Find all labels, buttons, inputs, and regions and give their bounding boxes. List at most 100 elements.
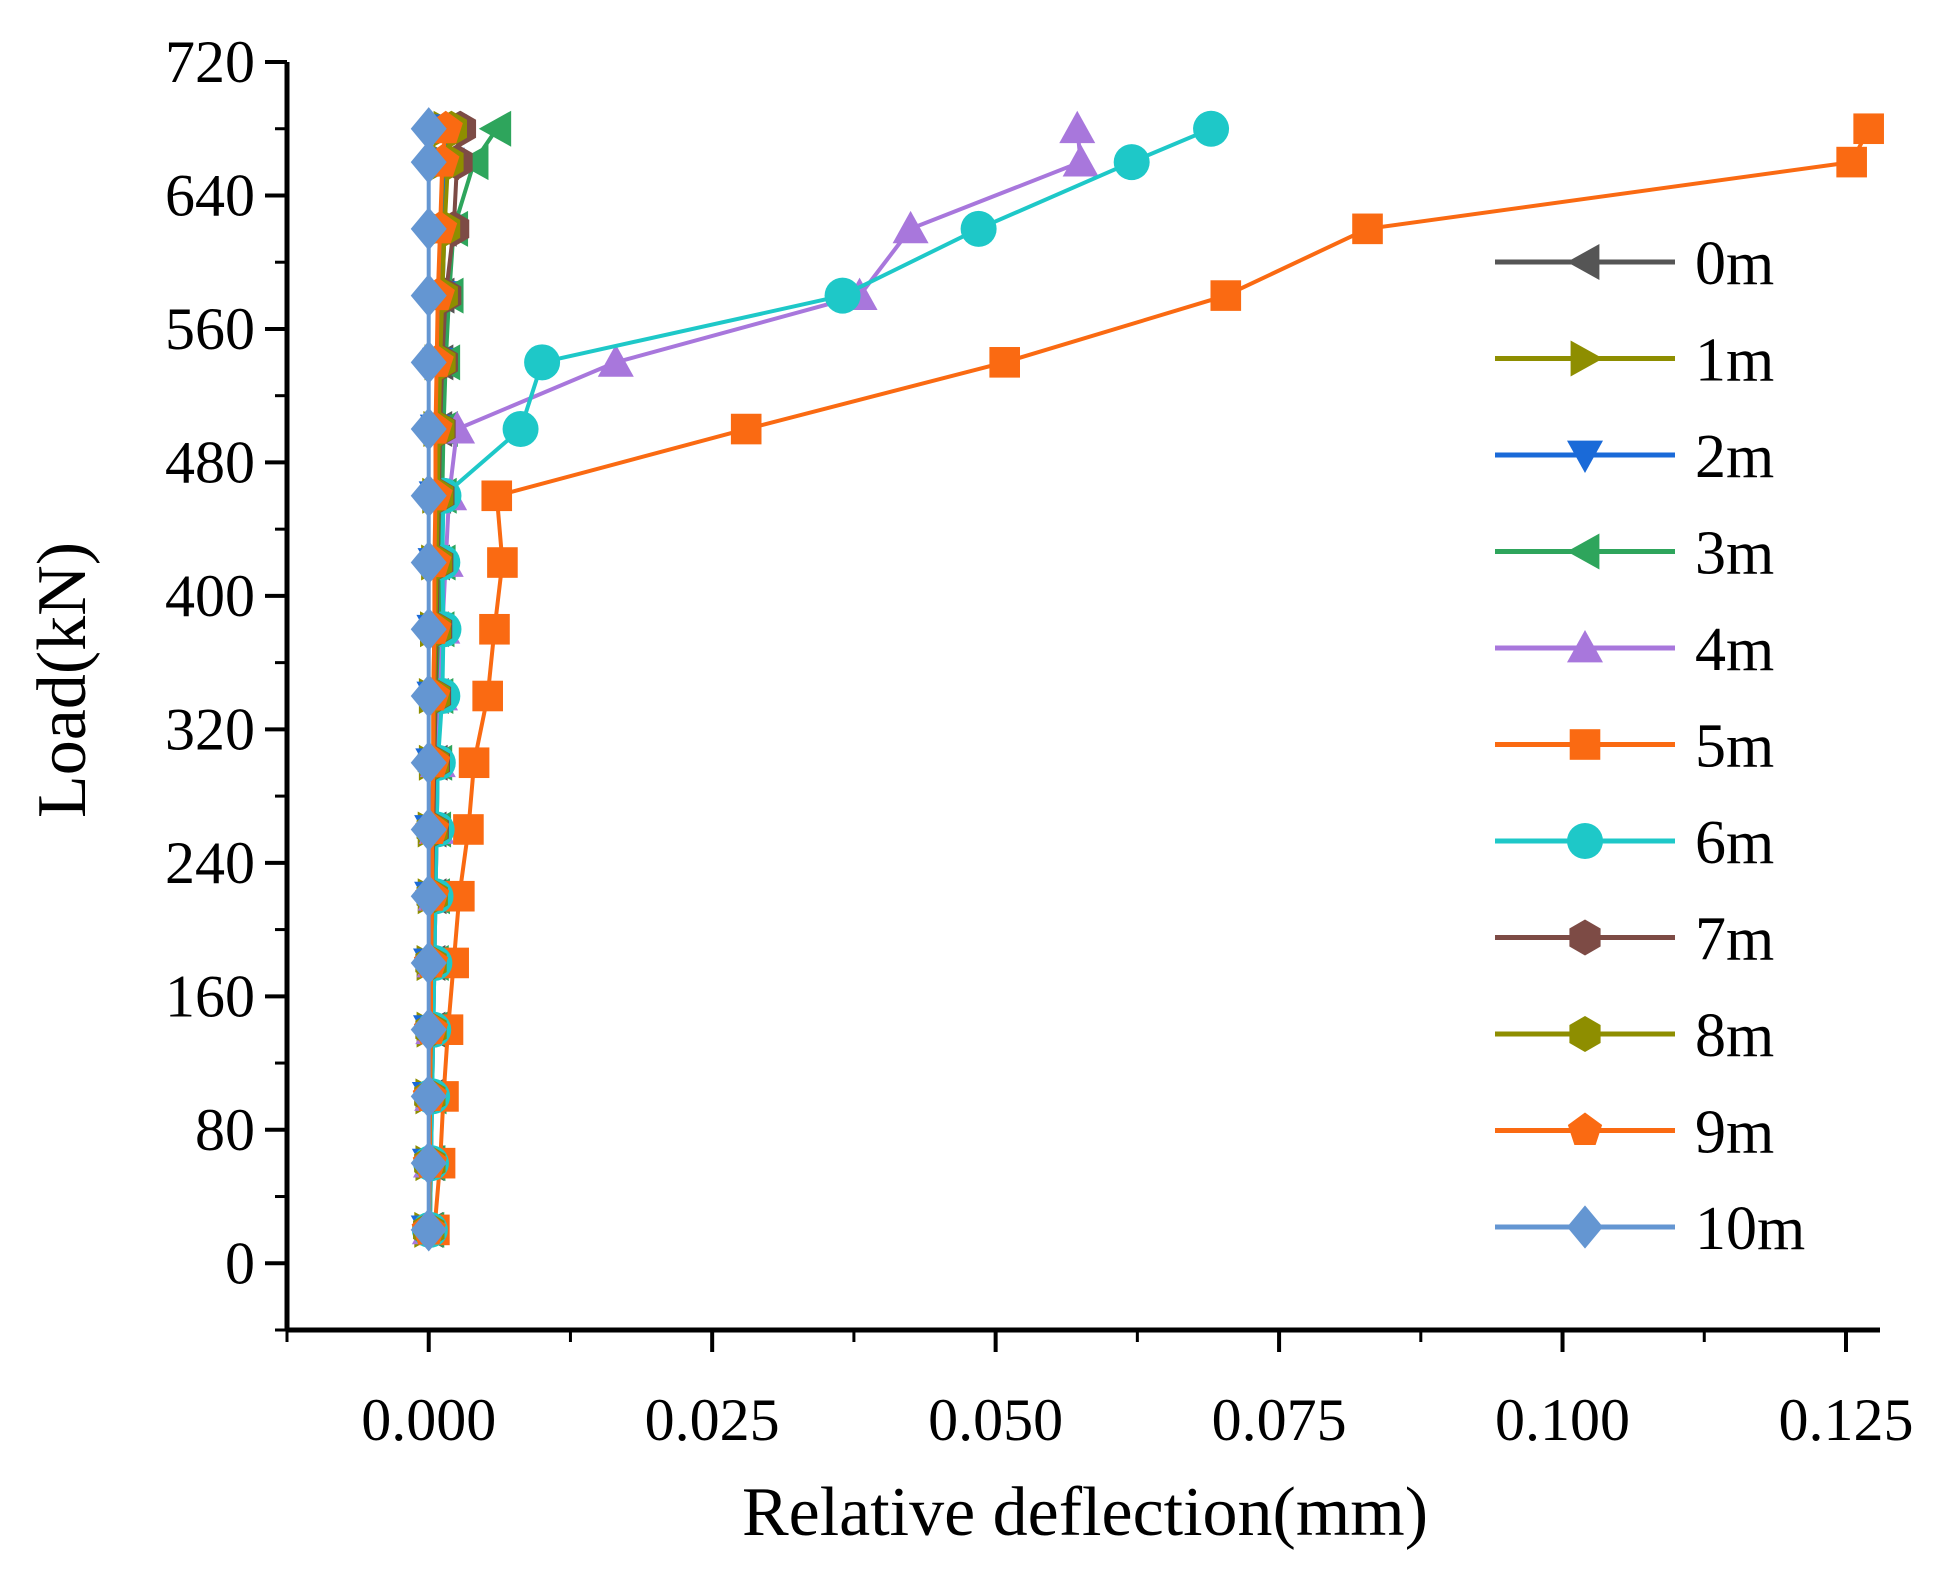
data-point [1567, 1112, 1603, 1146]
data-point [453, 814, 484, 845]
data-point [597, 344, 634, 377]
x-tick-label: 0.025 [645, 1387, 780, 1453]
data-point [487, 547, 518, 578]
series-4m [411, 110, 1099, 1245]
legend-item-1m: 1m [1495, 327, 1774, 395]
data-point [1569, 729, 1601, 760]
data-point [410, 1074, 447, 1119]
data-point [1113, 144, 1150, 181]
data-point [502, 411, 539, 448]
y-tick-label: 480 [165, 429, 255, 495]
series-10m [410, 107, 447, 1252]
legend: 0m 1m 2m 3m 4m 5m 6m 7m 8m 9m 10m [1495, 230, 1805, 1263]
legend-label: 8m [1695, 1002, 1774, 1070]
data-point [1569, 1016, 1601, 1052]
data-point [410, 474, 447, 518]
axes: 0 80 160 240 320 400 480 560 640 720 0.000 0.025 0.0… [165, 29, 1913, 1453]
data-point [1567, 244, 1600, 280]
y-tick-label: 560 [165, 296, 255, 362]
legend-item-2m: 2m [1495, 423, 1774, 491]
data-point [1059, 110, 1096, 144]
data-point [892, 210, 929, 244]
data-point [410, 674, 447, 718]
data-point [478, 110, 512, 147]
legend-label: 1m [1695, 327, 1774, 395]
legend-label: 7m [1695, 906, 1774, 974]
legend-item-7m: 7m [1495, 906, 1774, 974]
data-point [1567, 440, 1603, 473]
series-line [427, 128, 1083, 1230]
data-point [410, 207, 447, 251]
data-point [1062, 144, 1099, 177]
data-point [410, 273, 447, 318]
y-tick-label: 240 [165, 830, 255, 896]
data-point [410, 607, 447, 651]
legend-item-10m: 10m [1495, 1195, 1805, 1263]
data-point [1193, 110, 1230, 147]
legend-label: 6m [1695, 809, 1774, 877]
legend-item-4m: 4m [1495, 616, 1774, 684]
legend-item-6m: 6m [1495, 809, 1774, 877]
data-point [524, 344, 561, 381]
y-tick-label: 0 [225, 1230, 255, 1296]
y-axis-title: Load(kN) [24, 542, 101, 818]
legend-item-9m: 9m [1495, 1099, 1774, 1167]
x-tick-label: 0.050 [928, 1387, 1063, 1453]
data-point [824, 277, 861, 314]
x-tick-label: 0.075 [1212, 1387, 1347, 1453]
data-point [1836, 146, 1867, 178]
x-tick-label: 0.125 [1778, 1387, 1913, 1453]
data-point [410, 340, 447, 384]
data-point [1567, 630, 1603, 663]
data-point [410, 807, 447, 852]
data-point [410, 540, 447, 585]
data-point [1567, 533, 1600, 570]
y-tick-label: 160 [165, 963, 255, 1029]
data-point [1210, 280, 1242, 311]
legend-label: 9m [1695, 1099, 1774, 1167]
data-point [410, 407, 447, 451]
series-line [432, 127, 1871, 1231]
legend-label: 2m [1695, 423, 1774, 491]
legend-item-0m: 0m [1495, 230, 1774, 298]
data-point [481, 480, 513, 512]
series-5m [419, 113, 1884, 1246]
x-axis-title: Relative deflection(mm) [742, 1474, 1428, 1551]
y-tick-label: 320 [165, 696, 255, 762]
y-tick-label: 720 [165, 29, 255, 95]
data-point [1567, 1205, 1603, 1249]
series-6m [411, 110, 1230, 1248]
y-tick-label: 80 [195, 1097, 255, 1163]
legend-label: 0m [1695, 230, 1774, 298]
data-point [410, 941, 447, 985]
data-point [1352, 213, 1383, 245]
data-point [960, 210, 997, 247]
series-line [427, 126, 1212, 1230]
legend-label: 5m [1695, 713, 1774, 781]
data-point [410, 107, 447, 151]
data-point [410, 1008, 447, 1052]
data-point [410, 874, 447, 918]
data-point [410, 1141, 447, 1185]
data-point [410, 1208, 447, 1252]
legend-label: 3m [1695, 520, 1774, 588]
data-point [1570, 340, 1603, 377]
data-point [472, 680, 503, 712]
legend-item-8m: 8m [1495, 1002, 1774, 1070]
x-tick-label: 0.000 [361, 1387, 496, 1453]
data-point [1569, 919, 1601, 956]
data-point [458, 747, 490, 779]
y-tick-label: 640 [165, 162, 255, 228]
data-point [479, 613, 510, 645]
data-point [410, 741, 447, 785]
legend-item-5m: 5m [1495, 713, 1774, 781]
y-tick-label: 400 [165, 563, 255, 629]
data-point [730, 413, 762, 445]
x-tick-label: 0.100 [1495, 1387, 1630, 1453]
data-point [410, 140, 447, 184]
legend-label: 4m [1695, 616, 1774, 684]
data-point [989, 347, 1021, 378]
data-point [1853, 113, 1884, 145]
series-layer [410, 107, 1884, 1252]
